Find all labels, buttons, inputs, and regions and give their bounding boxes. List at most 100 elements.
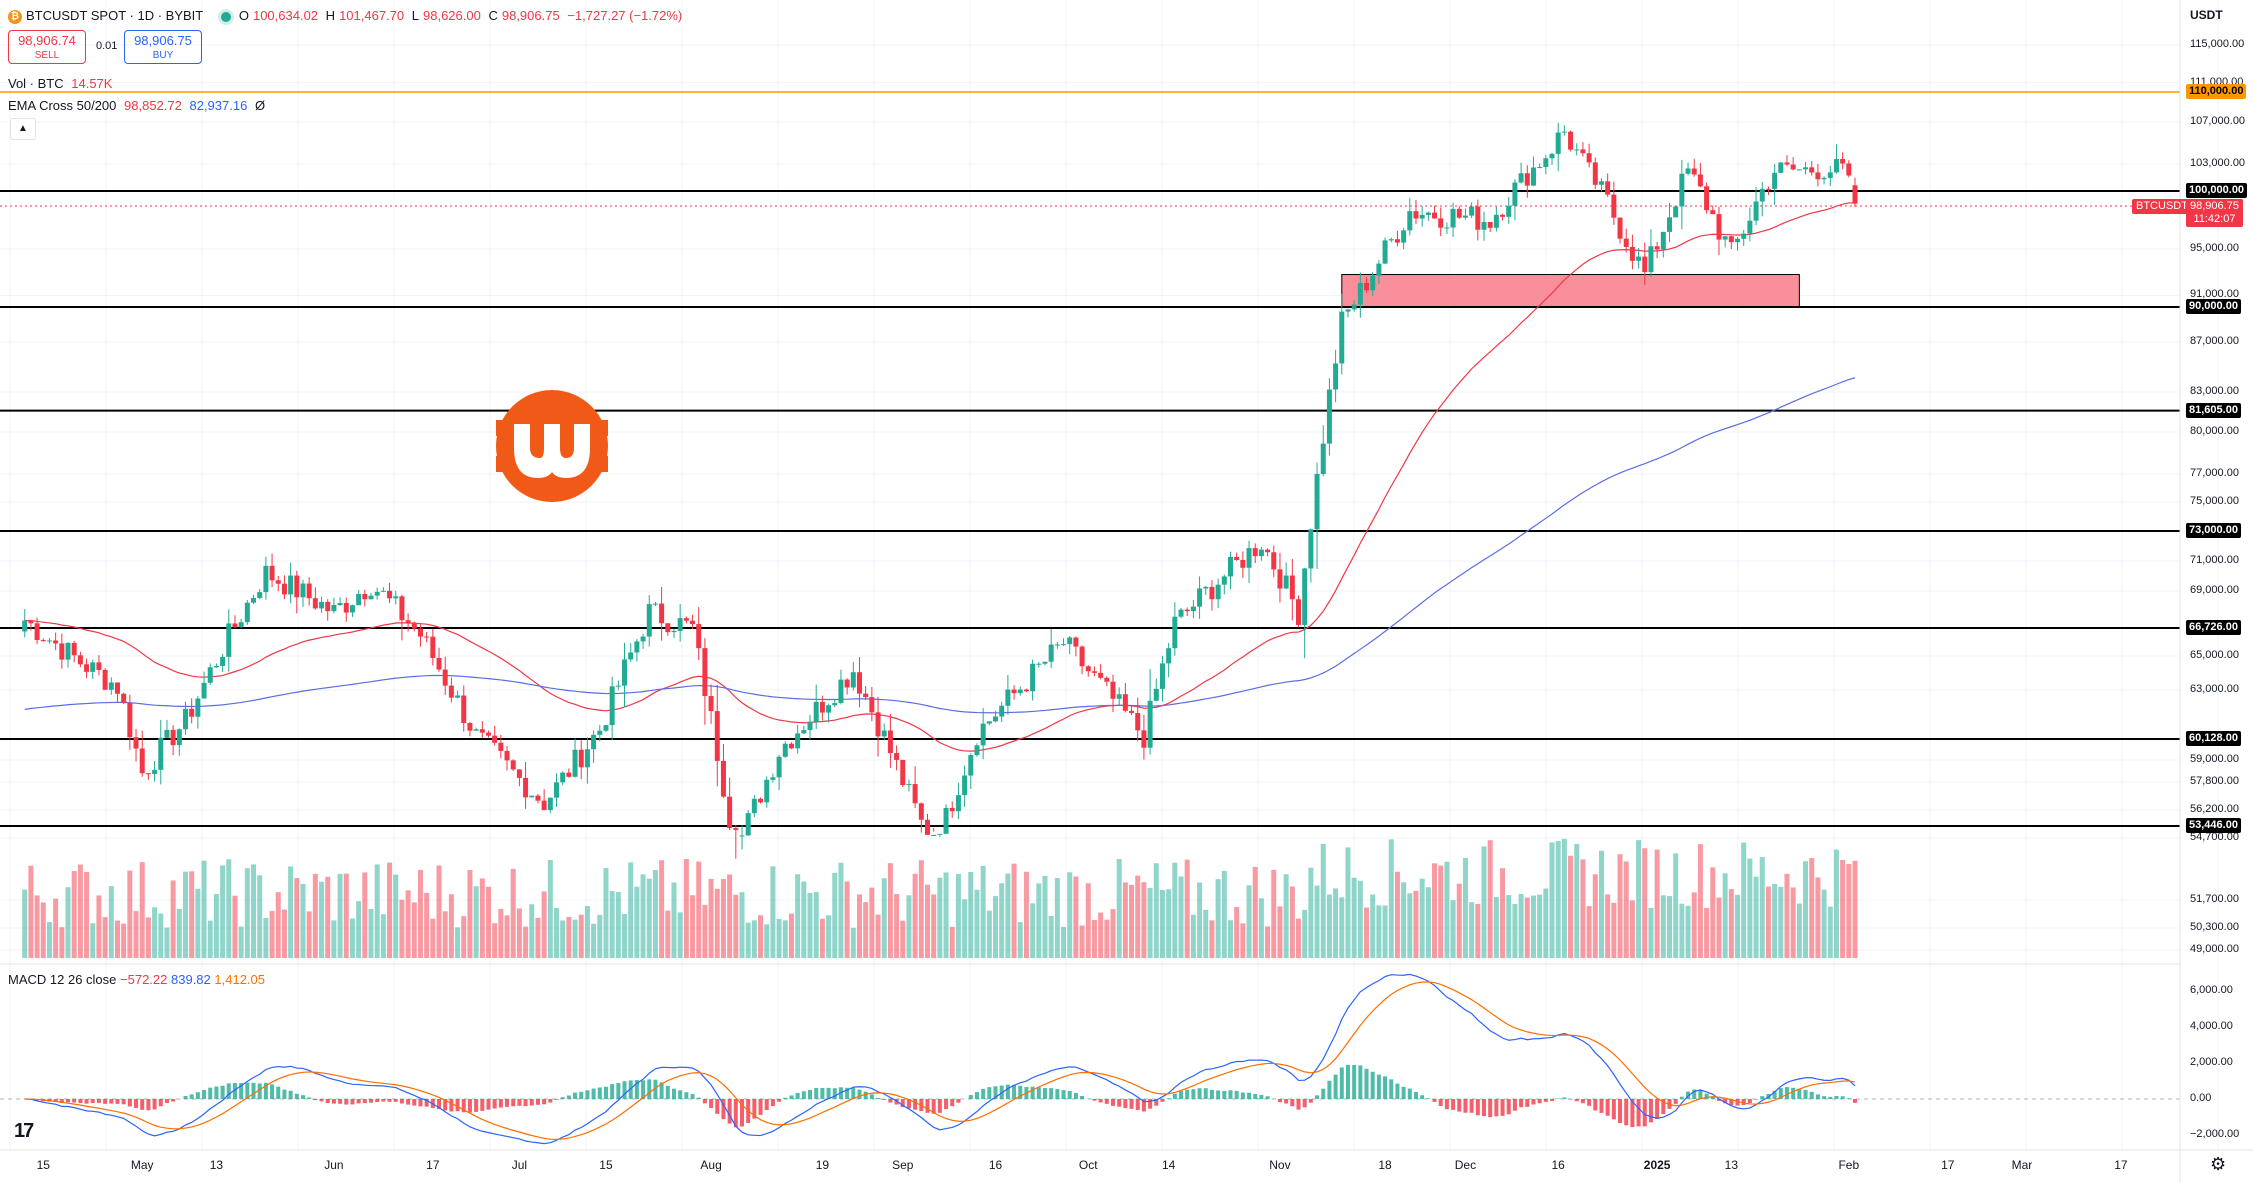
volume-bar (436, 865, 442, 958)
volume-legend[interactable]: Vol · BTC 14.57K (8, 76, 116, 91)
volume-bar (417, 869, 423, 958)
macd-hist-bar (789, 1095, 794, 1099)
macd-hist-bar (1828, 1096, 1833, 1099)
volume-bar (591, 923, 597, 958)
macd-hist-bar (1723, 1099, 1728, 1104)
sell-button[interactable]: 98,906.74 SELL (8, 30, 86, 64)
volume-bar (659, 860, 665, 958)
volume-bar (442, 911, 448, 958)
volume-bar (183, 871, 188, 958)
volume-bar (448, 894, 454, 958)
macd-hist-bar (733, 1099, 738, 1128)
spread-value: 0.01 (96, 40, 118, 52)
candle-body (1827, 172, 1833, 178)
macd-hist-bar (72, 1099, 77, 1103)
volume-bar (288, 866, 294, 958)
candle-body (59, 643, 65, 660)
candle-body (152, 769, 158, 774)
macd-hist-bar (1580, 1099, 1585, 1104)
candle-body (1735, 238, 1741, 243)
buy-button[interactable]: 98,906.75 BUY (124, 30, 202, 64)
symbol-legend[interactable]: ₿ BTCUSDT SPOT · 1D · BYBIT O 100,634.02 H… (8, 8, 690, 24)
currency-selector[interactable]: USDT (2190, 8, 2223, 22)
volume-bar (628, 862, 634, 958)
candle-body (974, 745, 980, 756)
macd-hist-bar (245, 1082, 250, 1099)
volume-bar (504, 915, 510, 958)
candle-body (300, 583, 306, 598)
volume-bar (319, 881, 325, 958)
candle-body (1289, 575, 1295, 600)
volume-bar (263, 917, 269, 958)
candle-body (1586, 153, 1592, 163)
volume-bar (114, 920, 120, 958)
candle-body (1042, 661, 1048, 664)
macd-hist-bar (542, 1099, 547, 1105)
ema-legend[interactable]: EMA Cross 50/200 98,852.72 82,937.16 Ø (8, 98, 269, 113)
volume-bar (356, 901, 362, 958)
candle-body (1772, 172, 1778, 189)
macd-hist-bar (399, 1099, 404, 1104)
collapse-legend-button[interactable]: ▲ (10, 118, 36, 140)
volume-bar (201, 860, 207, 958)
volume-bar (1116, 859, 1122, 958)
price-tick-label: 54,700.00 (2190, 831, 2239, 843)
candle-body (1122, 694, 1128, 711)
macd-hist-bar (1463, 1099, 1468, 1113)
volume-bar (1432, 863, 1438, 958)
candle-body (640, 636, 646, 642)
candle-body (1673, 206, 1679, 218)
candle-body (1172, 616, 1178, 649)
macd-hist-bar (443, 1099, 448, 1111)
gear-icon[interactable]: ⚙ (2210, 1154, 2227, 1174)
tradingview-logo[interactable]: 17 (14, 1120, 34, 1142)
volume-bar (993, 896, 999, 958)
candle-body (1116, 694, 1122, 699)
macd-hist-bar (375, 1099, 380, 1103)
volume-bar (832, 872, 838, 958)
macd-hist-bar (1840, 1096, 1845, 1099)
macd-hist-bar (202, 1089, 207, 1099)
macd-hist-bar (616, 1082, 621, 1099)
macd-hist-bar (270, 1084, 275, 1099)
macd-hist-bar (195, 1092, 200, 1099)
buy-price: 98,906.75 (134, 33, 192, 48)
candle-body (1654, 246, 1660, 250)
volume-bar (974, 889, 980, 958)
macd-line-value: 839.82 (171, 972, 211, 987)
support-zone-rect (1341, 274, 1800, 308)
candle-body (356, 594, 362, 606)
macd-hist-bar (164, 1099, 169, 1103)
volume-bar (1339, 897, 1345, 958)
watermark-logo (492, 386, 612, 506)
level-price-tag: 73,000.00 (2186, 523, 2241, 538)
candle-body (189, 708, 195, 717)
volume-value: 14.57K (71, 76, 113, 91)
macd-hist-bar (1302, 1099, 1307, 1108)
macd-hist-bar (350, 1099, 355, 1105)
macd-hist-bar (888, 1099, 893, 1103)
volume-bar (1710, 867, 1716, 958)
volume-bar (1598, 850, 1604, 958)
macd-hist-bar (1747, 1099, 1752, 1104)
candle-body (473, 729, 479, 731)
macd-hist-bar (845, 1087, 850, 1099)
volume-bar (1543, 888, 1549, 958)
macd-hist-bar (591, 1088, 596, 1099)
volume-bar (1370, 894, 1376, 958)
macd-hist-bar (876, 1097, 881, 1099)
price-tick-label: 50,300.00 (2190, 921, 2239, 933)
volume-bar (1846, 864, 1852, 958)
macd-legend[interactable]: MACD 12 26 close −572.22 839.82 1,412.05 (8, 972, 265, 987)
volume-bar (1772, 883, 1778, 958)
candle-body (900, 759, 906, 786)
macd-hist-bar (313, 1099, 318, 1101)
volume-bar (220, 865, 226, 958)
volume-bar (1629, 900, 1635, 958)
candle-body (288, 575, 294, 595)
volume-bar (813, 891, 819, 958)
volume-bar (1197, 882, 1203, 958)
macd-hist-bar (808, 1089, 813, 1099)
